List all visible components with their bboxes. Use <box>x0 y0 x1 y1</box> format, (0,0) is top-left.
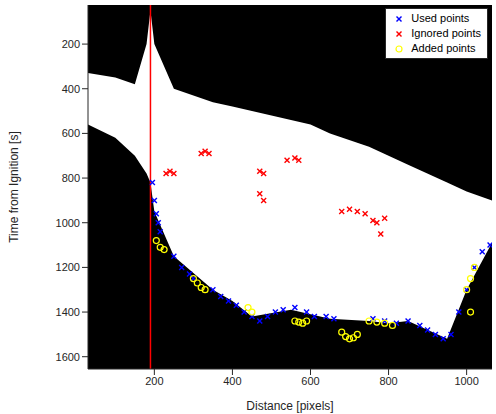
svg-text:1600: 1600 <box>56 351 80 363</box>
svg-text:200: 200 <box>62 38 80 50</box>
svg-text:600: 600 <box>301 375 319 387</box>
svg-text:1200: 1200 <box>56 261 80 273</box>
svg-text:400: 400 <box>62 83 80 95</box>
svg-text:1400: 1400 <box>56 306 80 318</box>
svg-text:Time from Ignition [s]: Time from Ignition [s] <box>7 131 21 243</box>
svg-text:1000: 1000 <box>454 375 478 387</box>
svg-text:Distance [pixels]: Distance [pixels] <box>246 399 333 413</box>
svg-text:600: 600 <box>62 127 80 139</box>
html-text:Ignored points: Ignored points <box>411 27 481 39</box>
svg-text:200: 200 <box>145 375 163 387</box>
html-text:Used points: Used points <box>411 12 470 24</box>
svg-text:400: 400 <box>223 375 241 387</box>
svg-text:800: 800 <box>379 375 397 387</box>
html-text:Added points: Added points <box>411 42 476 54</box>
svg-text:1000: 1000 <box>56 217 80 229</box>
svg-text:800: 800 <box>62 172 80 184</box>
